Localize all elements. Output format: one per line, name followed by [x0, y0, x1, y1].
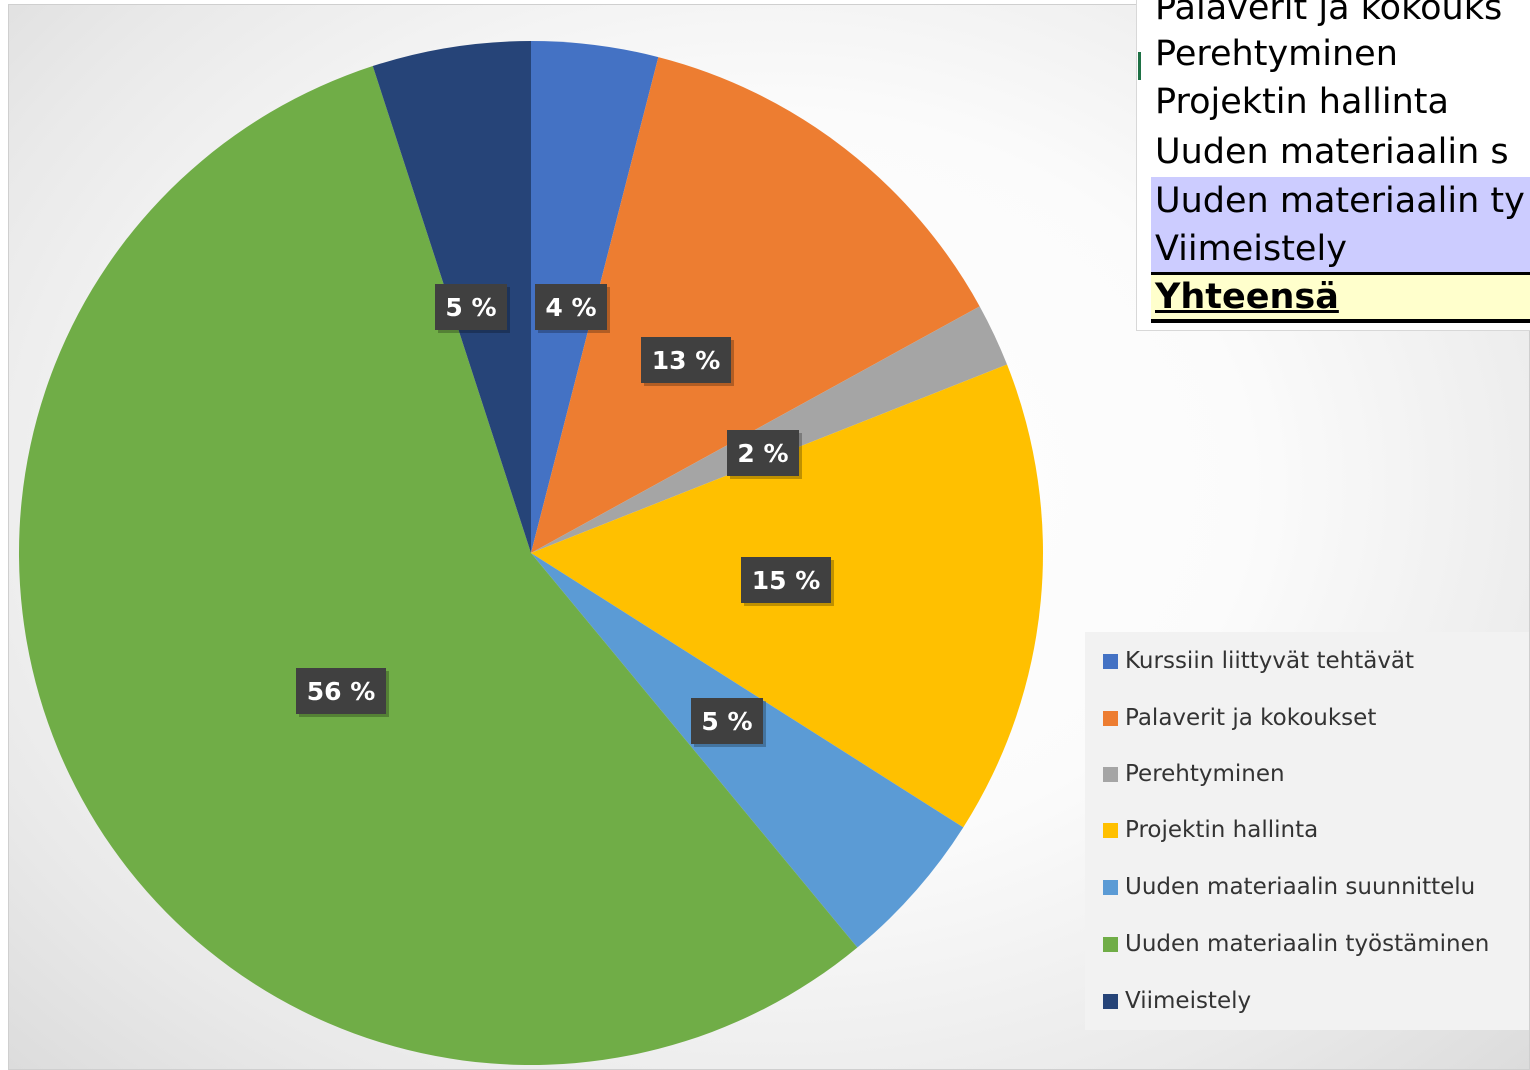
- data-label-text: 13 %: [652, 346, 721, 375]
- legend-item: Palaverit ja kokoukset: [1103, 703, 1376, 733]
- legend-item: Uuden materiaalin työstäminen: [1103, 929, 1489, 959]
- legend-swatch: [1103, 766, 1118, 782]
- legend-label: Perehtyminen: [1125, 761, 1285, 787]
- pie-slice: [531, 306, 1008, 553]
- data-label-text: 5 %: [445, 293, 496, 322]
- legend-swatch: [1103, 879, 1118, 895]
- legend-item: Perehtyminen: [1103, 759, 1285, 789]
- legend-swatch: [1103, 822, 1118, 838]
- data-label: 13 %: [641, 337, 734, 386]
- sheet-cell[interactable]: Palaverit ja kokouks: [1155, 0, 1503, 28]
- data-label-text: 4 %: [545, 293, 596, 322]
- legend-label: Palaverit ja kokoukset: [1125, 705, 1377, 731]
- data-label: 15 %: [741, 557, 834, 606]
- legend-item: Projektin hallinta: [1103, 815, 1318, 845]
- pie-slice: [531, 57, 980, 554]
- data-label: 5 %: [435, 284, 510, 333]
- legend-swatch: [1103, 993, 1118, 1009]
- legend-label: Projektin hallinta: [1125, 817, 1319, 843]
- data-label-text: 56 %: [307, 677, 376, 706]
- data-label-text: 5 %: [701, 707, 752, 736]
- pie-slice: [18, 66, 858, 1066]
- data-label-text: 15 %: [752, 566, 821, 595]
- sheet-total-cell[interactable]: Yhteensä: [1151, 275, 1530, 320]
- legend-swatch: [1103, 653, 1118, 669]
- data-label: 4 %: [535, 284, 610, 333]
- chart-legend: Kurssiin liittyvät tehtävät Palaverit ja…: [1085, 632, 1529, 1030]
- cell-border: [1151, 272, 1530, 275]
- data-label: 2 %: [727, 430, 802, 479]
- sheet-cell[interactable]: Uuden materiaalin s: [1155, 132, 1509, 172]
- data-label: 5 %: [691, 698, 766, 747]
- sheet-cell[interactable]: Perehtyminen: [1155, 34, 1398, 74]
- sheet-cell-selected[interactable]: Viimeistely: [1151, 225, 1530, 274]
- data-label-text: 2 %: [737, 439, 788, 468]
- legend-label: Viimeistely: [1125, 988, 1252, 1014]
- legend-label: Uuden materiaalin työstäminen: [1125, 931, 1490, 957]
- legend-item: Viimeistely: [1103, 986, 1251, 1016]
- cell-border: [1151, 319, 1530, 323]
- data-label: 56 %: [296, 668, 389, 717]
- legend-label: Kurssiin liittyvät tehtävät: [1125, 648, 1415, 674]
- sheet-cell[interactable]: Projektin hallinta: [1155, 82, 1449, 122]
- sheet-cell-selected[interactable]: Uuden materiaalin ty: [1151, 177, 1530, 226]
- legend-item: Kurssiin liittyvät tehtävät: [1103, 646, 1414, 676]
- legend-swatch: [1103, 710, 1118, 726]
- legend-label: Uuden materiaalin suunnittelu: [1125, 874, 1476, 900]
- legend-item: Uuden materiaalin suunnittelu: [1103, 872, 1475, 902]
- legend-swatch: [1103, 936, 1118, 952]
- spreadsheet-fragment: Palaverit ja kokouks Perehtyminen Projek…: [1136, 0, 1530, 331]
- pie-chart: 4 % 13 % 2 % 15 % 5 % 56 % 5 %: [18, 41, 1044, 1066]
- pie-slice: [531, 553, 964, 948]
- cell-cursor: [1138, 52, 1141, 80]
